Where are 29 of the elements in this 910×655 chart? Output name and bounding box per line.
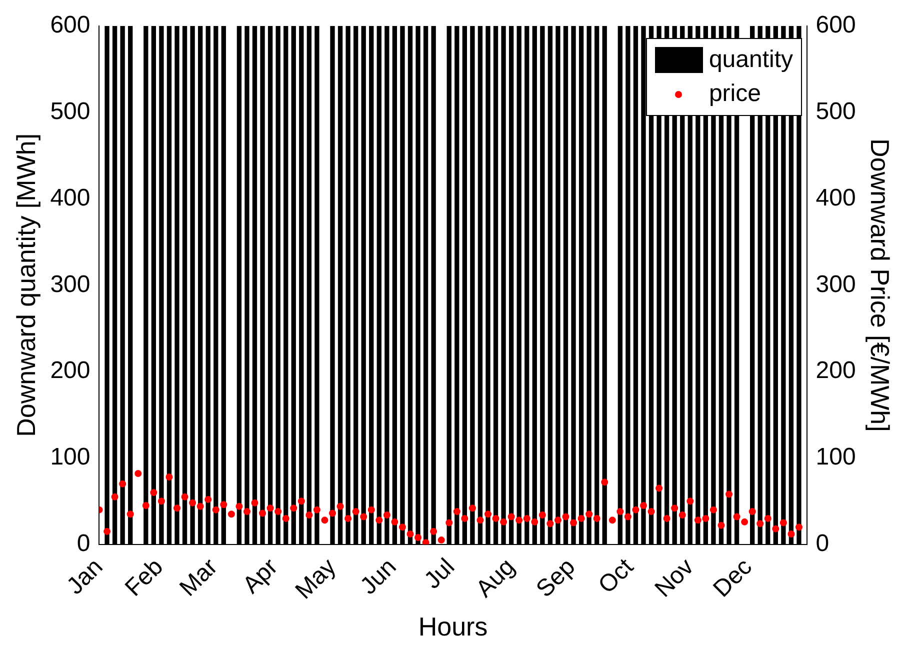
y-tick-label: 200 bbox=[50, 357, 90, 384]
x-tick-label: Sep bbox=[531, 553, 580, 603]
y2-tick-label: 0 bbox=[816, 530, 830, 557]
y2-tick-label: 200 bbox=[816, 357, 856, 384]
legend-label: quantity bbox=[708, 45, 793, 75]
y-axis-title: Downward quantity [MWh] bbox=[10, 133, 41, 437]
y2-tick-label: 300 bbox=[816, 270, 856, 298]
x-tick-label: Dec bbox=[708, 553, 758, 603]
x-axis-title: Hours bbox=[418, 612, 488, 642]
y2-tick-label: 500 bbox=[816, 98, 856, 126]
y2-tick-label: 600 bbox=[816, 12, 856, 39]
x-tick-label: Oct bbox=[593, 553, 640, 599]
y-tick-label: 600 bbox=[50, 12, 90, 39]
x-tick-label: Nov bbox=[650, 553, 700, 603]
y-tick-label: 500 bbox=[50, 98, 90, 126]
x-tick-label: Mar bbox=[174, 553, 223, 602]
y2-tick-label: 100 bbox=[816, 444, 856, 471]
x-tick-label: Apr bbox=[238, 553, 284, 599]
y2-tick-label: 400 bbox=[816, 184, 856, 212]
y2-axis-title: Downward Price [€/MWh] bbox=[865, 138, 896, 432]
legend-label: price bbox=[708, 79, 761, 109]
y-tick-label: 300 bbox=[50, 270, 90, 298]
y-tick-label: 100 bbox=[50, 444, 90, 471]
x-tick-label: May bbox=[290, 553, 342, 605]
x-tick-label: Feb bbox=[120, 553, 168, 602]
x-tick-label: Jun bbox=[355, 553, 402, 600]
x-tick-label: Aug bbox=[470, 553, 520, 603]
y-tick-label: 400 bbox=[50, 184, 90, 212]
x-tick-label: Jul bbox=[419, 553, 460, 594]
